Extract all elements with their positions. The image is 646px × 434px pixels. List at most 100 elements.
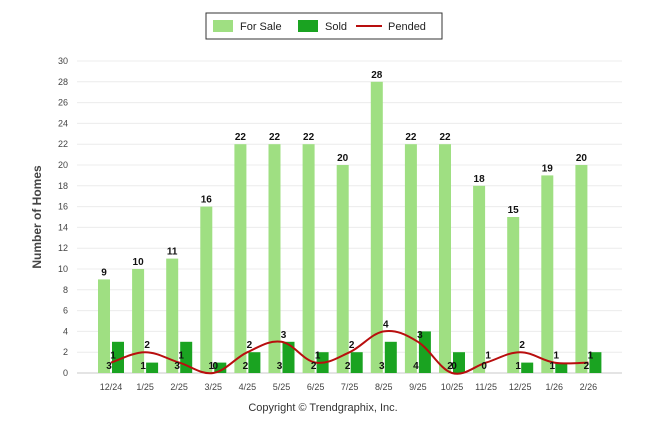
label-pended: 2 — [519, 340, 525, 351]
label-for-sale: 22 — [439, 132, 451, 143]
bar-sold — [350, 352, 363, 373]
label-for-sale: 22 — [405, 132, 417, 143]
y-tick-label: 4 — [63, 326, 68, 336]
bar-sold — [180, 341, 193, 373]
legend-label-for-sale: For Sale — [240, 21, 282, 33]
y-tick-label: 10 — [58, 264, 68, 274]
label-pended: 1 — [178, 351, 184, 362]
bar-sold — [282, 341, 295, 373]
y-tick-label: 28 — [58, 77, 68, 87]
label-sold: 1 — [140, 361, 146, 372]
y-tick-label: 24 — [58, 118, 68, 128]
bar-for-sale — [132, 269, 145, 373]
label-for-sale: 22 — [303, 132, 315, 143]
bar-sold — [248, 352, 261, 373]
x-tick-label: 2/25 — [170, 382, 188, 392]
label-pended: 0 — [451, 361, 457, 372]
label-pended: 4 — [383, 319, 389, 330]
y-tick-label: 12 — [58, 243, 68, 253]
copyright-text: Copyright © Trendgraphix, Inc. — [248, 402, 398, 414]
label-for-sale: 16 — [201, 195, 213, 206]
label-sold: 4 — [413, 361, 419, 372]
bar-for-sale — [575, 165, 588, 373]
legend-swatch-sold — [298, 20, 318, 32]
label-pended: 1 — [554, 351, 560, 362]
bar-sold — [112, 341, 124, 373]
y-tick-label: 14 — [58, 222, 68, 232]
label-pended: 1 — [110, 351, 116, 362]
label-pended: 2 — [247, 340, 253, 351]
bar-sold — [555, 362, 568, 373]
x-tick-label: 8/25 — [375, 382, 393, 392]
bar-for-sale — [507, 217, 520, 373]
bar-for-sale — [336, 165, 349, 373]
label-for-sale: 9 — [101, 267, 107, 278]
x-tick-label: 3/25 — [205, 382, 223, 392]
bar-for-sale — [370, 81, 383, 374]
x-tick-label: 2/26 — [580, 382, 598, 392]
label-for-sale: 20 — [576, 153, 588, 164]
label-sold: 2 — [243, 361, 249, 372]
x-tick-label: 5/25 — [273, 382, 291, 392]
label-sold: 1 — [515, 361, 521, 372]
y-tick-label: 26 — [58, 98, 68, 108]
y-tick-label: 0 — [63, 368, 68, 378]
bar-for-sale — [439, 144, 451, 373]
x-tick-label: 7/25 — [341, 382, 359, 392]
x-tick-label: 11/25 — [475, 382, 497, 392]
label-for-sale: 15 — [508, 205, 520, 216]
y-tick-label: 6 — [63, 306, 68, 316]
bar-sold — [214, 362, 227, 373]
y-tick-label: 16 — [58, 202, 68, 212]
x-tick-label: 10/25 — [441, 382, 464, 392]
bar-for-sale — [166, 258, 179, 373]
bar-sold — [589, 352, 602, 373]
label-sold: 2 — [447, 361, 453, 372]
bar-for-sale — [268, 144, 281, 373]
label-for-sale: 20 — [337, 153, 349, 164]
bar-for-sale — [473, 185, 486, 373]
x-tick-label: 9/25 — [409, 382, 427, 392]
y-tick-label: 2 — [63, 347, 68, 357]
label-sold: 1 — [209, 361, 215, 372]
label-for-sale: 11 — [167, 247, 178, 258]
bar-for-sale — [541, 175, 554, 373]
legend-label-pended: Pended — [388, 21, 426, 33]
label-sold: 1 — [550, 361, 556, 372]
x-tick-label: 1/26 — [546, 382, 564, 392]
label-pended: 1 — [588, 351, 594, 362]
bar-for-sale — [404, 144, 417, 373]
bar-for-sale — [234, 144, 247, 373]
bar-sold — [146, 362, 159, 373]
label-for-sale: 22 — [269, 132, 281, 143]
bar-for-sale — [200, 206, 213, 373]
legend-label-sold: Sold — [325, 21, 347, 33]
label-for-sale: 22 — [235, 132, 247, 143]
label-for-sale: 28 — [371, 70, 383, 81]
label-pended: 3 — [281, 330, 287, 341]
bar-for-sale — [302, 144, 315, 373]
bar-for-sale — [98, 279, 110, 373]
y-tick-label: 20 — [58, 160, 68, 170]
label-for-sale: 18 — [474, 174, 486, 185]
y-tick-label: 18 — [58, 181, 68, 191]
bars — [98, 81, 602, 374]
x-tick-label: 6/25 — [307, 382, 325, 392]
bar-sold — [384, 341, 397, 373]
x-tick-label: 12/25 — [509, 382, 532, 392]
data-labels: 9311012113116102222223322212022283422432… — [101, 70, 593, 372]
label-for-sale: 10 — [133, 257, 145, 268]
label-sold: 3 — [106, 361, 112, 372]
label-sold: 2 — [584, 361, 590, 372]
bar-sold — [521, 362, 534, 373]
pended-line — [110, 330, 589, 375]
label-for-sale: 19 — [542, 163, 554, 174]
y-axis-label: Number of Homes — [30, 165, 44, 269]
label-sold: 0 — [481, 361, 487, 372]
x-tick-label: 4/25 — [239, 382, 257, 392]
bar-sold — [453, 352, 465, 373]
label-sold: 3 — [174, 361, 180, 372]
label-pended: 2 — [349, 340, 355, 351]
